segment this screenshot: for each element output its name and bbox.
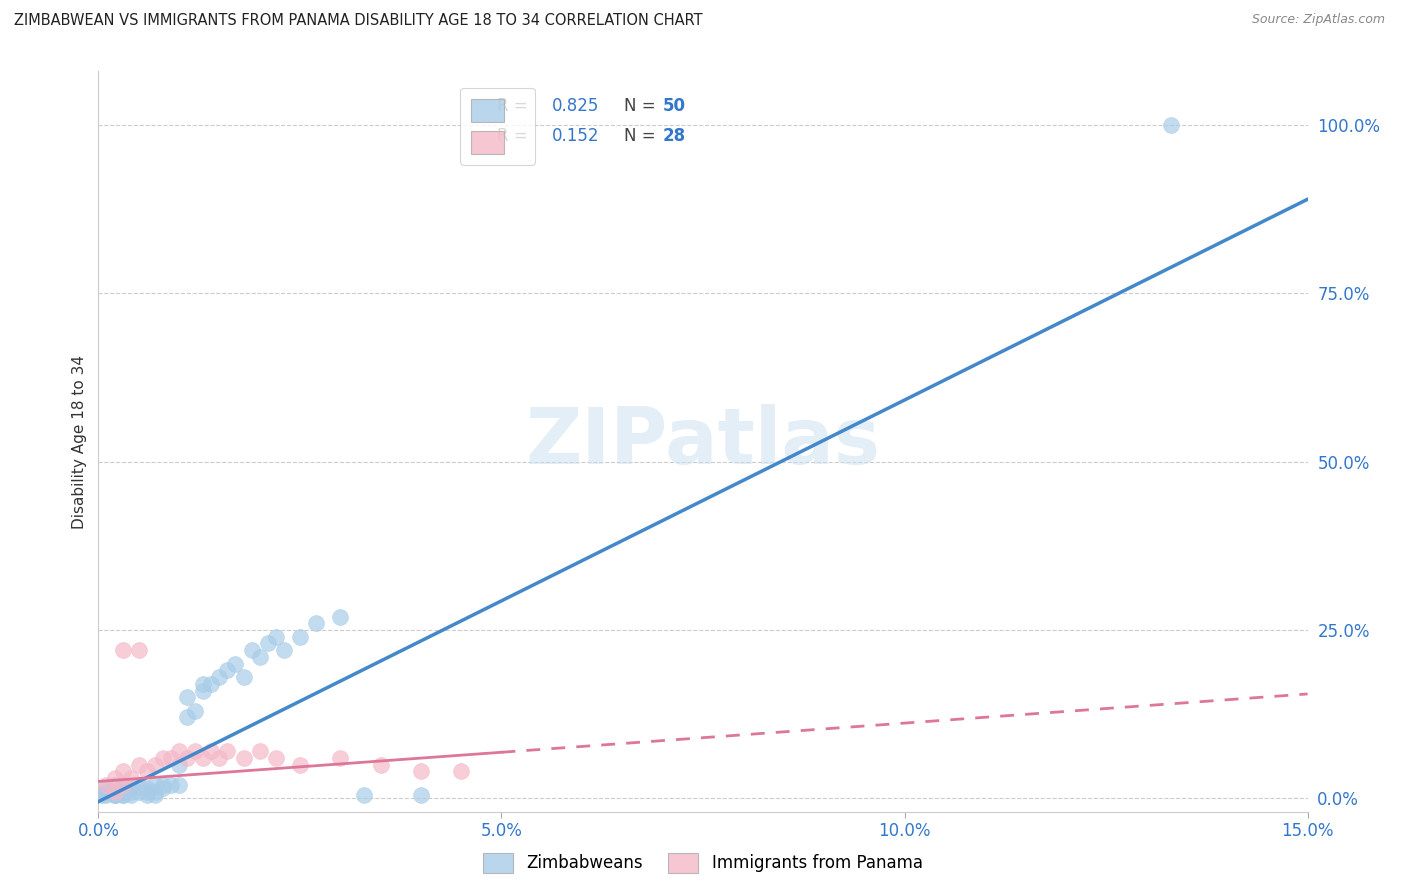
- Point: [103, 784, 125, 798]
- Point: [111, 778, 134, 792]
- Point: [288, 757, 311, 772]
- Point: [160, 751, 183, 765]
- Point: [152, 751, 174, 765]
- Point: [450, 764, 472, 779]
- Point: [96, 788, 118, 802]
- Point: [184, 704, 207, 718]
- Legend: Zimbabweans, Immigrants from Panama: Zimbabweans, Immigrants from Panama: [477, 847, 929, 880]
- Point: [193, 677, 215, 691]
- Point: [152, 778, 174, 792]
- Point: [96, 781, 118, 796]
- Point: [91, 788, 114, 802]
- Point: [167, 778, 190, 792]
- Point: [176, 690, 198, 705]
- Point: [329, 751, 352, 765]
- Point: [208, 670, 231, 684]
- Point: [96, 778, 118, 792]
- Point: [193, 751, 215, 765]
- Point: [103, 771, 125, 785]
- Point: [208, 751, 231, 765]
- Point: [96, 784, 118, 798]
- Text: R =: R =: [498, 97, 529, 115]
- Text: ZIPatlas: ZIPatlas: [526, 403, 880, 480]
- Point: [264, 630, 287, 644]
- Point: [224, 657, 246, 671]
- Point: [135, 784, 157, 798]
- Point: [232, 751, 254, 765]
- Point: [353, 788, 375, 802]
- Point: [111, 764, 134, 779]
- Text: 50: 50: [664, 97, 686, 115]
- Point: [143, 784, 166, 798]
- Point: [103, 788, 125, 802]
- Point: [143, 788, 166, 802]
- Point: [232, 670, 254, 684]
- Point: [103, 778, 125, 792]
- Point: [264, 751, 287, 765]
- Point: [120, 771, 142, 785]
- Point: [305, 616, 328, 631]
- Point: [256, 636, 278, 650]
- Point: [128, 757, 150, 772]
- Text: N =: N =: [624, 127, 657, 145]
- Point: [120, 781, 142, 796]
- Point: [103, 784, 125, 798]
- Text: 28: 28: [664, 127, 686, 145]
- Point: [370, 757, 392, 772]
- Point: [240, 643, 263, 657]
- Point: [135, 764, 157, 779]
- Point: [111, 643, 134, 657]
- Legend:  ,  : ,: [460, 87, 534, 165]
- Point: [1160, 118, 1182, 132]
- Point: [128, 778, 150, 792]
- Point: [409, 788, 432, 802]
- Text: R =: R =: [498, 127, 529, 145]
- Point: [103, 788, 125, 802]
- Text: 0.825: 0.825: [551, 97, 599, 115]
- Point: [128, 784, 150, 798]
- Point: [217, 664, 239, 678]
- Point: [111, 778, 134, 792]
- Point: [176, 710, 198, 724]
- Point: [103, 788, 125, 802]
- Point: [217, 744, 239, 758]
- Point: [167, 744, 190, 758]
- Point: [249, 744, 271, 758]
- Point: [167, 757, 190, 772]
- Text: 0.152: 0.152: [551, 127, 599, 145]
- Text: ZIMBABWEAN VS IMMIGRANTS FROM PANAMA DISABILITY AGE 18 TO 34 CORRELATION CHART: ZIMBABWEAN VS IMMIGRANTS FROM PANAMA DIS…: [14, 13, 703, 29]
- Text: N =: N =: [624, 97, 657, 115]
- Point: [329, 609, 352, 624]
- Point: [111, 788, 134, 802]
- Point: [143, 778, 166, 792]
- Point: [120, 788, 142, 802]
- Point: [200, 677, 222, 691]
- Point: [111, 788, 134, 802]
- Point: [143, 757, 166, 772]
- Point: [200, 744, 222, 758]
- Point: [160, 778, 183, 792]
- Point: [176, 751, 198, 765]
- Point: [249, 649, 271, 664]
- Point: [184, 744, 207, 758]
- Y-axis label: Disability Age 18 to 34: Disability Age 18 to 34: [72, 354, 87, 529]
- Point: [120, 784, 142, 798]
- Point: [128, 643, 150, 657]
- Point: [288, 630, 311, 644]
- Point: [135, 781, 157, 796]
- Point: [193, 683, 215, 698]
- Point: [409, 764, 432, 779]
- Point: [111, 784, 134, 798]
- Point: [152, 781, 174, 796]
- Point: [135, 788, 157, 802]
- Text: Source: ZipAtlas.com: Source: ZipAtlas.com: [1251, 13, 1385, 27]
- Point: [273, 643, 295, 657]
